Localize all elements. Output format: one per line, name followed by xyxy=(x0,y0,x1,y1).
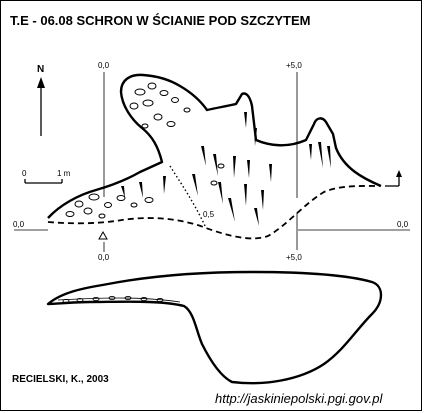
slope-dotted-line xyxy=(170,166,206,228)
scale-start-label: 0 xyxy=(22,169,27,178)
marker-right-bottom: +5,0 xyxy=(286,253,302,262)
marker-inner-depth: 0,5 xyxy=(203,210,215,219)
drawing-title: T.E - 06.08 SCHRON W ŚCIANIE POD SZCZYTE… xyxy=(10,13,311,28)
station-triangle-icon xyxy=(99,232,107,239)
scale-bar xyxy=(25,179,62,183)
scale-end-label: 1 m xyxy=(57,169,71,178)
cave-outline xyxy=(48,75,381,218)
wall-slope-ticks xyxy=(121,112,331,226)
cross-section-profile xyxy=(48,272,381,383)
north-arrow-icon xyxy=(37,77,45,136)
marker-left-top: 0,0 xyxy=(98,61,110,70)
source-url[interactable]: http://jaskiniepolski.pgi.gov.pl xyxy=(215,391,384,406)
marker-left-bottom: 0,0 xyxy=(98,253,110,262)
author-credit: RECIELSKI, K., 2003 xyxy=(12,374,109,385)
marker-right-top: +5,0 xyxy=(286,61,302,70)
marker-right-side: 0,0 xyxy=(397,220,409,229)
north-label: N xyxy=(37,64,44,75)
section-lines xyxy=(14,72,410,252)
entrance-arrow-icon xyxy=(385,170,402,186)
marker-left-side: 0,0 xyxy=(13,220,25,229)
